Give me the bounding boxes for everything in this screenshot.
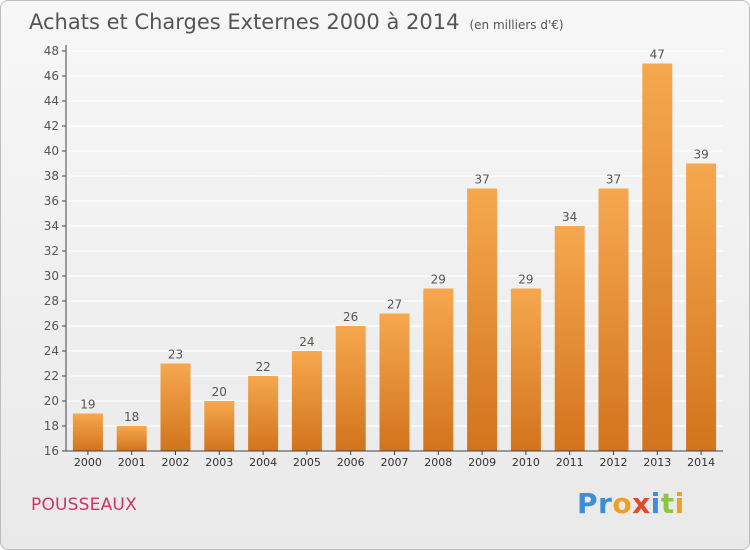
x-tick-label: 2007 [381, 456, 409, 469]
logo-letter: r [598, 487, 613, 520]
logo-letter: P [577, 487, 599, 520]
y-tick-label: 18 [44, 419, 59, 433]
bar-value-label: 37 [606, 173, 621, 187]
bar-value-label: 22 [255, 360, 270, 374]
bar-value-label: 26 [343, 310, 358, 324]
y-tick-label: 40 [44, 144, 59, 158]
x-tick-label: 2000 [74, 456, 102, 469]
logo-letter: i [674, 487, 685, 520]
y-tick-label: 24 [44, 344, 59, 358]
bar-value-label: 29 [431, 273, 446, 287]
logo-letter: i [650, 487, 661, 520]
bar [423, 288, 454, 451]
bar-value-label: 18 [124, 410, 139, 424]
bar-value-label: 23 [168, 348, 183, 362]
y-tick-label: 44 [44, 94, 59, 108]
y-tick-label: 30 [44, 269, 59, 283]
bar [160, 363, 191, 451]
chart-title-block: Achats et Charges Externes 2000 à 2014 (e… [29, 7, 564, 37]
bar [116, 426, 147, 451]
x-tick-label: 2003 [205, 456, 233, 469]
x-tick-label: 2011 [556, 456, 584, 469]
y-tick-label: 20 [44, 394, 59, 408]
logo-letter: t [660, 487, 675, 520]
y-tick-label: 38 [44, 169, 59, 183]
y-tick-label: 22 [44, 369, 59, 383]
x-tick-label: 2002 [162, 456, 190, 469]
bar-value-label: 47 [650, 48, 665, 62]
bar-value-label: 20 [212, 385, 227, 399]
proxiti-logo: Proxiti [577, 487, 685, 520]
bar-value-label: 27 [387, 298, 402, 312]
bar [291, 351, 322, 451]
bar [467, 188, 498, 451]
bar [248, 376, 279, 451]
y-tick-label: 48 [44, 44, 59, 58]
city-name: POUSSEAUX [31, 495, 137, 515]
bar [598, 188, 629, 451]
bar [72, 413, 103, 451]
bar-value-label: 24 [299, 335, 314, 349]
bar [642, 63, 673, 451]
y-tick-label: 46 [44, 69, 59, 83]
x-tick-label: 2005 [293, 456, 321, 469]
x-tick-label: 2014 [687, 456, 715, 469]
x-tick-label: 2004 [249, 456, 277, 469]
y-tick-label: 36 [44, 194, 59, 208]
x-tick-label: 2012 [600, 456, 628, 469]
x-tick-label: 2010 [512, 456, 540, 469]
logo-letter: o [612, 487, 633, 520]
bar [510, 288, 541, 451]
x-tick-label: 2006 [337, 456, 365, 469]
x-tick-label: 2001 [118, 456, 146, 469]
bar [335, 326, 366, 451]
x-tick-label: 2009 [468, 456, 496, 469]
y-tick-label: 26 [44, 319, 59, 333]
bar-value-label: 37 [474, 173, 489, 187]
logo-letter: x [632, 487, 651, 520]
bar [686, 163, 717, 451]
bar-value-label: 34 [562, 210, 577, 224]
bar [379, 313, 410, 451]
y-tick-label: 34 [44, 219, 59, 233]
y-tick-label: 42 [44, 119, 59, 133]
bar-value-label: 29 [518, 273, 533, 287]
bar [204, 401, 235, 451]
y-tick-label: 16 [44, 444, 59, 458]
chart-title: Achats et Charges Externes 2000 à 2014 [29, 10, 460, 34]
chart-unit: (en milliers d'€) [469, 18, 564, 32]
bar-value-label: 39 [693, 148, 708, 162]
x-tick-label: 2008 [424, 456, 452, 469]
bar [554, 226, 585, 451]
x-tick-label: 2013 [643, 456, 671, 469]
y-tick-label: 28 [44, 294, 59, 308]
y-tick-label: 32 [44, 244, 59, 258]
bar-value-label: 19 [80, 398, 95, 412]
